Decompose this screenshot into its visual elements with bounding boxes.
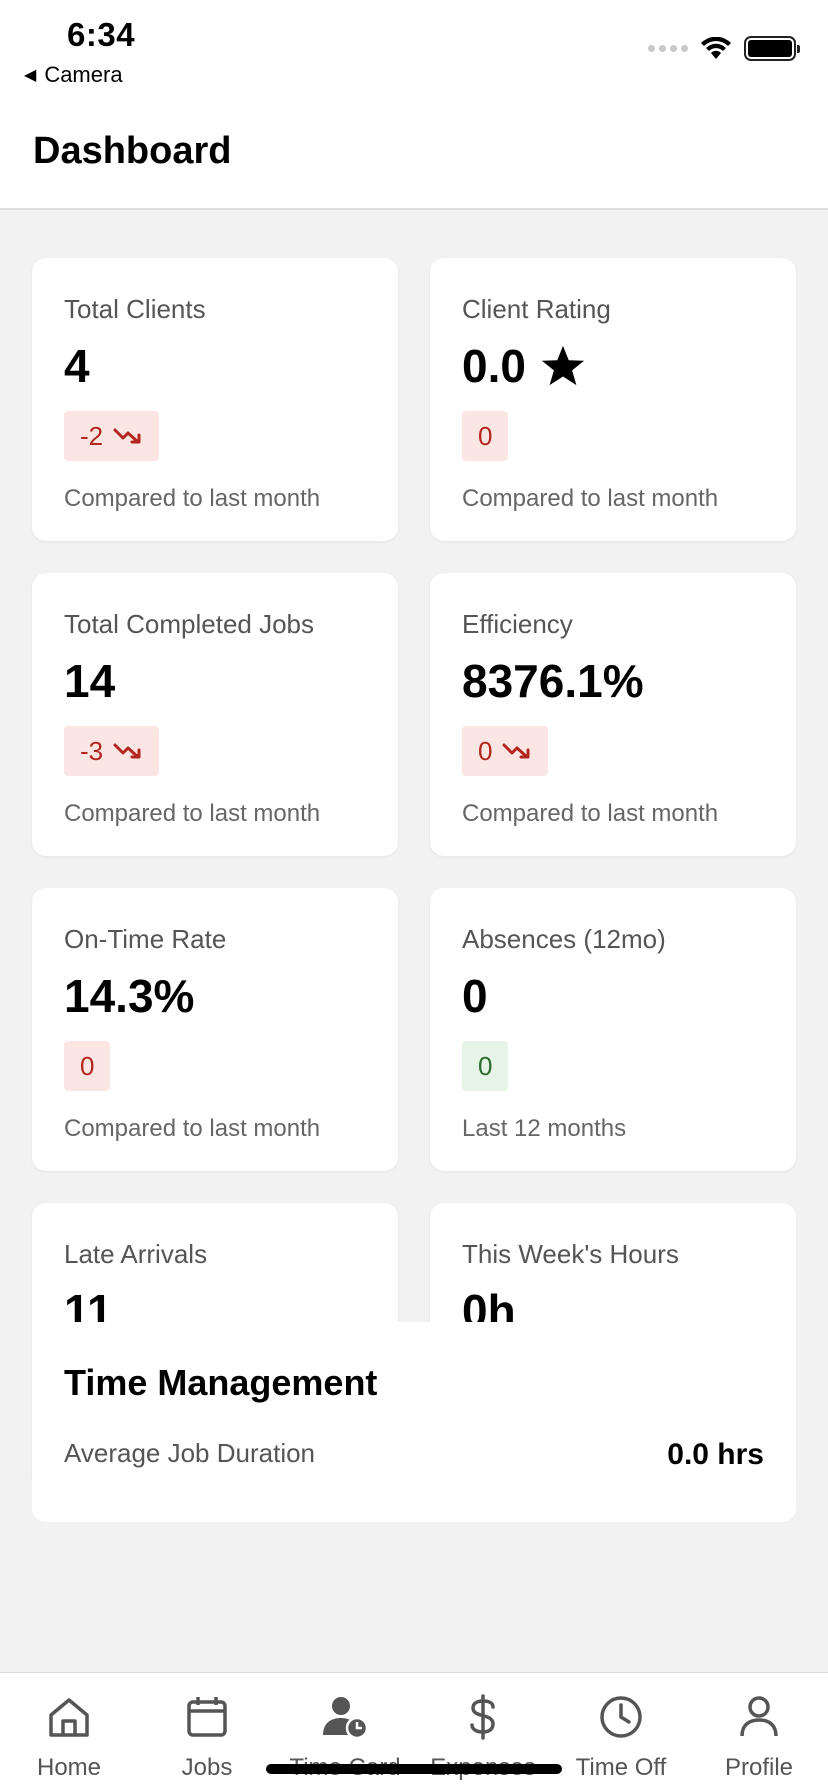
stat-value-row: 4 — [64, 341, 366, 391]
stat-value-row: 8376.1% — [462, 656, 764, 706]
stat-card: Total Clients 4 -2 Compared to last month — [32, 258, 398, 541]
stat-card: Efficiency 8376.1% 0 Compared to last month — [430, 573, 796, 856]
change-value: 0 — [80, 1050, 95, 1081]
stat-label: This Week's Hours — [462, 1239, 679, 1269]
stat-card: Total Completed Jobs 14 -3 Compared to last… — [32, 573, 398, 856]
change-value: 0 — [478, 420, 493, 451]
stat-label: Client Rating — [462, 294, 611, 324]
back-label: Camera — [44, 62, 123, 87]
tab-label: Profile — [724, 1754, 794, 1781]
stat-label: Total Completed Jobs — [64, 609, 315, 639]
back-triangle-icon: ◀ — [24, 67, 37, 84]
star-icon — [541, 345, 585, 386]
change-value: 0 — [478, 735, 493, 766]
home-indicator — [266, 1764, 562, 1774]
tab-label: Time Off — [575, 1754, 667, 1781]
stat-note: Compared to last month — [64, 1115, 321, 1142]
change-value: 0 — [478, 1050, 493, 1081]
trend-down-icon — [113, 428, 141, 444]
stat-value-row: 0.0 — [462, 341, 764, 391]
stat-label: Late Arrivals — [64, 1239, 208, 1269]
stat-label: Absences (12mo) — [462, 924, 666, 954]
back-to-camera-link[interactable]: ◀ Camera — [24, 62, 123, 88]
stat-label: On-Time Rate — [64, 924, 227, 954]
stat-value: 8376.1% — [462, 655, 644, 707]
tab-time-card[interactable]: Time Card — [276, 1673, 414, 1792]
stat-value: 4 — [64, 340, 90, 392]
stat-card: On-Time Rate 14.3% 0 Compared to last month — [32, 888, 398, 1171]
stat-card: Client Rating 0.0 0 Compared to last month — [430, 258, 796, 541]
stat-value: 14.3% — [64, 970, 195, 1022]
stat-note: Compared to last month — [462, 800, 719, 827]
stat-value-row: 14.3% — [64, 971, 366, 1021]
stat-value: 0 — [462, 970, 488, 1022]
change-badge: 0 — [462, 1041, 509, 1091]
status-icons — [648, 36, 800, 61]
tab-label: Home — [36, 1754, 102, 1781]
status-bar: 6:34 ◀ Camera — [0, 0, 828, 100]
tab-profile[interactable]: Profile — [690, 1673, 828, 1792]
change-value: -3 — [80, 735, 104, 766]
change-badge: 0 — [64, 1041, 111, 1091]
stats-grid: Total Clients 4 -2 Compared to last month Cl… — [32, 258, 796, 1486]
page-title: Dashboard — [33, 130, 232, 172]
average-job-duration-value: 0.0 hrs — [667, 1438, 764, 1471]
change-badge: -3 — [64, 726, 160, 776]
stat-value-row: 0 — [462, 971, 764, 1021]
signal-icon — [648, 45, 688, 52]
tab-jobs[interactable]: Jobs — [138, 1673, 276, 1792]
change-badge: -2 — [64, 411, 160, 461]
tab-expenses[interactable]: Expenses — [414, 1673, 552, 1792]
change-value: -2 — [80, 420, 104, 451]
person-icon — [735, 1693, 783, 1754]
user-clock-icon — [321, 1693, 369, 1754]
change-badge: 0 — [462, 726, 549, 776]
time-management-card: Time Management Average Job Duration 0.0… — [32, 1322, 796, 1522]
dollar-icon — [459, 1693, 507, 1754]
trend-down-icon — [502, 743, 530, 759]
stat-note: Compared to last month — [462, 485, 719, 512]
battery-icon — [744, 36, 800, 61]
average-job-duration-label: Average Job Duration — [64, 1438, 316, 1468]
stat-note: Compared to last month — [64, 800, 321, 827]
stat-note: Last 12 months — [462, 1115, 627, 1142]
home-icon — [45, 1693, 93, 1754]
status-time: 6:34 — [67, 16, 136, 53]
trend-down-icon — [113, 743, 141, 759]
stat-label: Total Clients — [64, 294, 206, 324]
tab-home[interactable]: Home — [0, 1673, 138, 1792]
tab-bar: Home Jobs Time CardExpenses Time Off Profile — [0, 1672, 828, 1792]
header: Dashboard — [0, 100, 828, 210]
tab-time-off[interactable]: Time Off — [552, 1673, 690, 1792]
stat-note: Compared to last month — [64, 485, 321, 512]
calendar-icon — [183, 1693, 231, 1754]
change-badge: 0 — [462, 411, 509, 461]
wifi-icon — [701, 36, 731, 59]
stat-value: 14 — [64, 655, 116, 707]
average-job-duration-row: Average Job Duration 0.0 hrs — [64, 1438, 764, 1472]
stat-value: 0.0 — [462, 340, 526, 392]
stat-card: Absences (12mo) 0 0 Last 12 months — [430, 888, 796, 1171]
tab-label: Jobs — [181, 1754, 233, 1781]
time-management-title: Time Management — [64, 1362, 378, 1403]
clock-icon — [597, 1693, 645, 1754]
stat-value-row: 14 — [64, 656, 366, 706]
stat-label: Efficiency — [462, 609, 573, 639]
